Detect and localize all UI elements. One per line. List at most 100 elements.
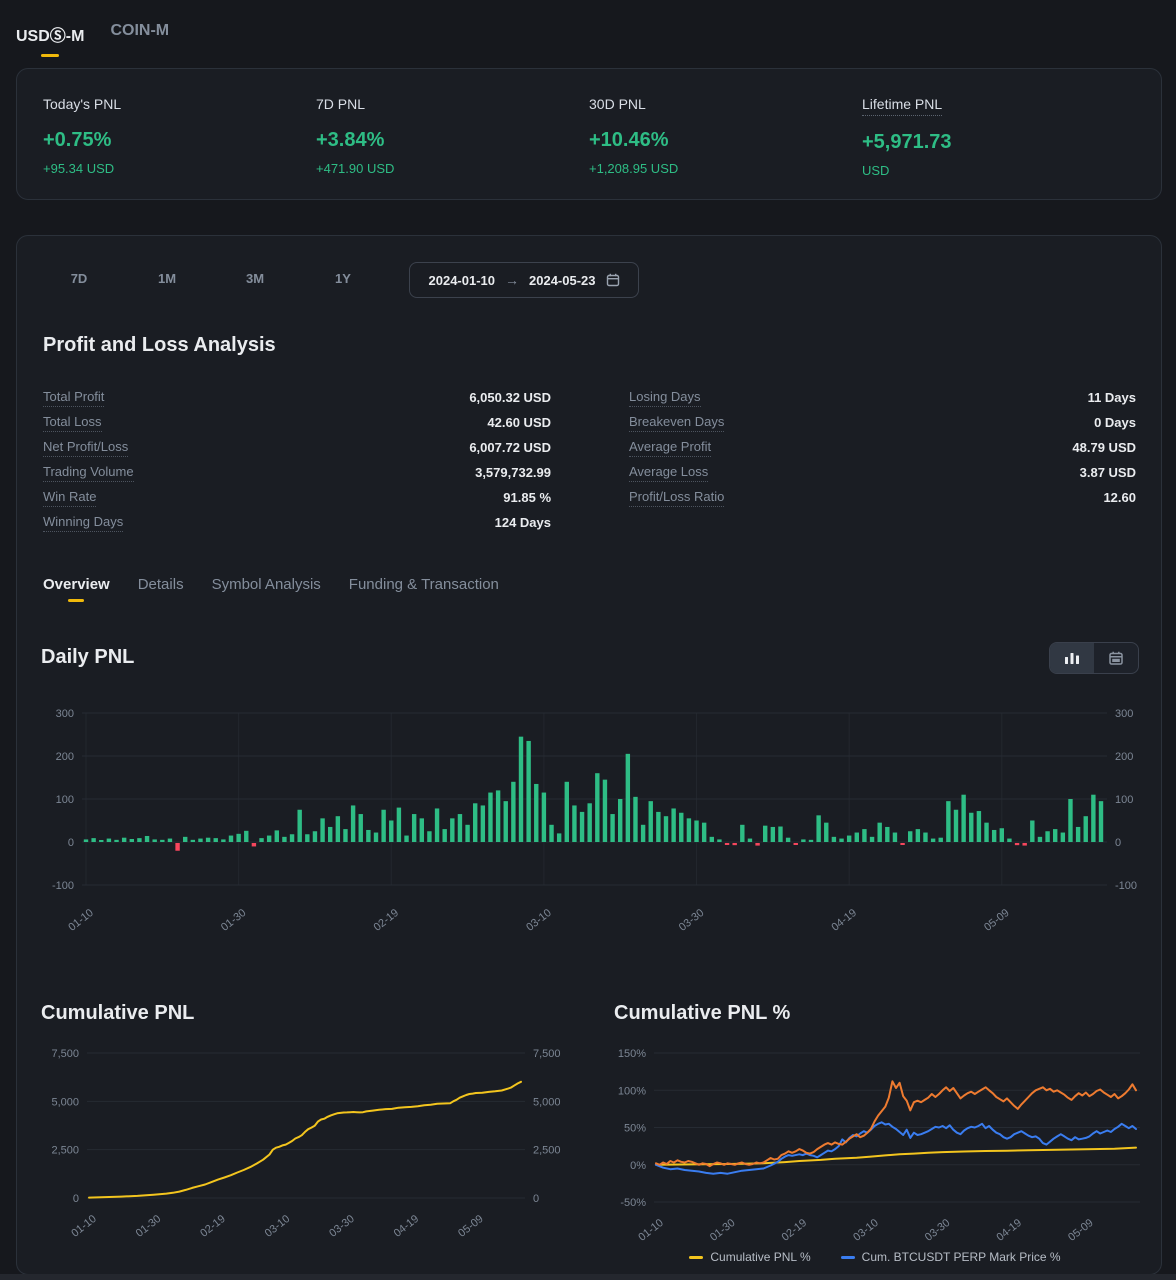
summary-card-3: Lifetime PNL +5,971.73 USD [862, 96, 1135, 178]
bar-chart-toggle-button[interactable] [1050, 643, 1094, 673]
tab-details[interactable]: Details [138, 576, 184, 602]
daily-pnl-chart: 300 300 200 200 100 100 0 0 -100 -100 01-10 01-30 02… [52, 708, 1137, 934]
svg-text:04-19: 04-19 [392, 1213, 422, 1240]
stat-label[interactable]: Profit/Loss Ratio [629, 489, 725, 507]
summary-label: 30D PNL [589, 96, 646, 112]
analysis-stats-right: Losing Days 11 Days Breakeven Days 0 Days Av… [629, 385, 1136, 510]
stat-value: 3.87 USD [1079, 465, 1136, 480]
stat-label[interactable]: Average Loss [629, 464, 709, 482]
calendar-icon [1109, 651, 1123, 665]
stat-row: Average Loss 3.87 USD [629, 460, 1136, 485]
svg-text:0: 0 [1115, 837, 1121, 849]
stat-value: 12.60 [1103, 490, 1136, 505]
chart-type-toggle [1049, 642, 1139, 674]
svg-text:05-09: 05-09 [982, 907, 1012, 934]
period-button-1m[interactable]: 1M [123, 270, 211, 287]
period-button-3m[interactable]: 3M [211, 270, 299, 287]
stat-label[interactable]: Winning Days [43, 514, 124, 532]
stat-value: 42.60 USD [487, 415, 551, 430]
tab-usds-m[interactable]: USDⓈ-M [16, 22, 84, 57]
tab-label: Details [137, 576, 184, 593]
tab-coin-m-label: COIN-M [110, 22, 170, 39]
stat-label[interactable]: Net Profit/Loss [43, 439, 129, 457]
stat-label[interactable]: Average Profit [629, 439, 712, 457]
bottom-strip [0, 1274, 1176, 1280]
summary-label[interactable]: Lifetime PNL [862, 96, 943, 116]
stat-label[interactable]: Trading Volume [43, 464, 134, 482]
svg-text:2,500: 2,500 [51, 1145, 79, 1157]
svg-text:04-19: 04-19 [829, 907, 859, 934]
svg-text:03-30: 03-30 [923, 1217, 953, 1244]
stat-row: Losing Days 11 Days [629, 385, 1136, 410]
stat-value: 124 Days [494, 515, 551, 530]
legend-swatch [840, 1255, 855, 1259]
tab-symbol-analysis[interactable]: Symbol Analysis [212, 576, 321, 602]
stat-value: 0 Days [1094, 415, 1136, 430]
summary-amount-value: +471.90 USD [316, 161, 395, 176]
stat-value: 3,579,732.99 [475, 465, 551, 480]
date-range-picker[interactable]: 2024-01-10 → 2024-05-23 [409, 262, 639, 298]
stat-label[interactable]: Win Rate [43, 489, 97, 507]
svg-text:300: 300 [1115, 708, 1133, 720]
svg-text:0: 0 [68, 837, 74, 849]
svg-text:2,500: 2,500 [533, 1145, 561, 1157]
svg-text:01-10: 01-10 [69, 1213, 99, 1240]
svg-text:100%: 100% [618, 1085, 646, 1097]
tab-coin-m[interactable]: COIN-M [110, 22, 169, 57]
svg-text:300: 300 [56, 708, 74, 720]
stat-label[interactable]: Breakeven Days [629, 414, 725, 432]
svg-text:05-09: 05-09 [1066, 1217, 1096, 1244]
tab-funding-transaction[interactable]: Funding & Transaction [349, 576, 499, 602]
summary-amount-value: +95.34 USD [43, 161, 115, 176]
legend-item[interactable]: Cumulative PNL % [689, 1250, 811, 1264]
svg-text:7,500: 7,500 [51, 1048, 79, 1060]
svg-text:01-30: 01-30 [708, 1217, 738, 1244]
summary-percent-value: +5,971.73 [862, 131, 952, 153]
summary-label: 7D PNL [316, 96, 366, 112]
stat-row: Winning Days 124 Days [43, 510, 551, 535]
calendar-icon[interactable] [606, 273, 620, 287]
stat-row: Average Profit 48.79 USD [629, 435, 1136, 460]
svg-text:100: 100 [1115, 794, 1133, 806]
tab-label: Funding & Transaction [348, 576, 499, 593]
svg-text:-100: -100 [52, 880, 74, 892]
summary-percent-value: +10.46% [589, 129, 669, 151]
cumulative-pnl-chart: 7,500 7,500 5,000 5,000 2,500 2,500 0 0 01-10 01-… [51, 1048, 561, 1240]
stat-label[interactable]: Losing Days [629, 389, 701, 407]
period-button-7d[interactable]: 7D [35, 270, 123, 287]
svg-text:01-30: 01-30 [219, 907, 249, 934]
date-range-end[interactable]: 2024-05-23 [529, 272, 596, 288]
daily-pnl-title: Daily PNL [41, 646, 135, 668]
stat-value: 91.85 % [503, 490, 551, 505]
svg-text:-100: -100 [1115, 880, 1137, 892]
stat-row: Win Rate 91.85 % [43, 485, 551, 510]
svg-text:01-10: 01-10 [66, 907, 96, 934]
svg-text:02-19: 02-19 [372, 907, 402, 934]
period-buttons: 7D 1M 3M 1Y [35, 270, 387, 287]
tab-usds-m-label: USDⓈ-M [16, 28, 85, 45]
cumulative-pnl-title: Cumulative PNL [41, 1002, 195, 1024]
summary-card-2: 30D PNL +10.46% +1,208.95 USD [589, 96, 862, 178]
svg-text:200: 200 [1115, 751, 1133, 763]
stat-label[interactable]: Total Loss [43, 414, 102, 432]
tab-overview[interactable]: Overview [43, 576, 110, 602]
period-button-1y[interactable]: 1Y [299, 270, 387, 287]
stat-value: 11 Days [1087, 390, 1136, 405]
stat-label[interactable]: Total Profit [43, 389, 105, 407]
calendar-view-toggle-button[interactable] [1094, 643, 1138, 673]
svg-text:0: 0 [73, 1193, 79, 1205]
svg-text:01-30: 01-30 [134, 1213, 164, 1240]
tab-label: Symbol Analysis [211, 576, 321, 593]
tab-label: Overview [43, 576, 110, 593]
stat-row: Breakeven Days 0 Days [629, 410, 1136, 435]
active-tab-underline [41, 54, 60, 57]
legend-item[interactable]: Cum. BTCUSDT PERP Mark Price % [840, 1250, 1061, 1264]
date-range-start[interactable]: 2024-01-10 [428, 272, 496, 288]
svg-text:-50%: -50% [620, 1197, 646, 1209]
svg-text:7,500: 7,500 [533, 1048, 561, 1060]
pnl-summary-card: Today's PNL +0.75% +95.34 USD 7D PNL +3.84% +… [16, 68, 1162, 200]
stat-value: 48.79 USD [1072, 440, 1136, 455]
cumulative-pnl-pct-chart: 150% 100% 50% 0% -50% 01-10 01-30 02-19 03-10 03-… [618, 1048, 1140, 1244]
legend-label: Cumulative PNL % [710, 1250, 811, 1264]
svg-text:0%: 0% [630, 1160, 646, 1172]
